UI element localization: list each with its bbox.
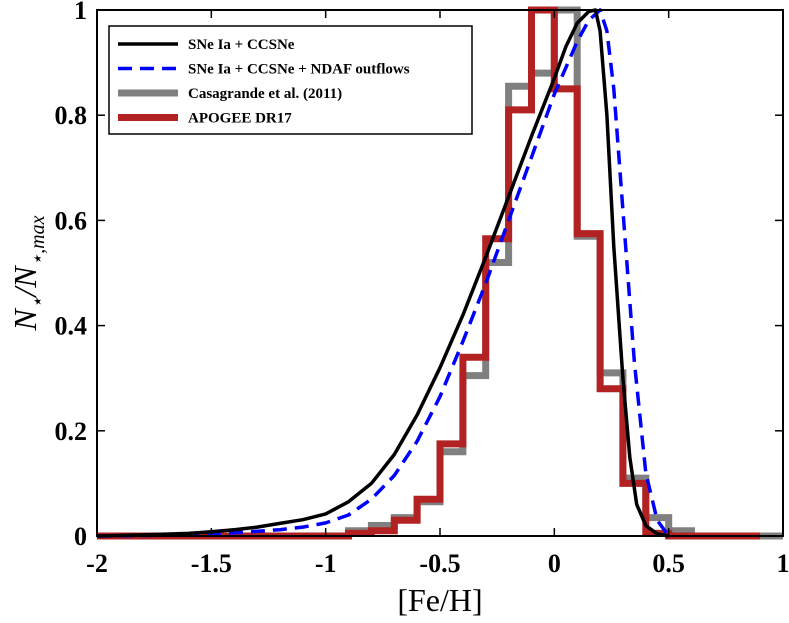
y-axis-label: N⋆/N⋆,max	[7, 215, 49, 331]
series-sne-ia-ccsne	[96, 8, 670, 538]
tick-layer: -2 -1.5 -1 -0.5 0 0.5 1 0 0.2 0.4 0.6 0.8 1	[55, 0, 789, 578]
x-tick-label: -2	[86, 549, 108, 578]
y-tick-label: 1	[74, 0, 87, 25]
legend-label-apogee-dr17: APOGEE DR17	[188, 111, 292, 127]
x-tick-label: -0.5	[419, 549, 460, 578]
y-label-n: N	[7, 307, 43, 331]
legend: SNe Ia + CCSNe SNe Ia + CCSNe + NDAF outf…	[108, 25, 473, 135]
legend-label-sne-ia-ccsne: SNe Ia + CCSNe	[188, 37, 295, 53]
legend-label-sne-ia-ccsne-ndaf-outflows: SNe Ia + CCSNe + NDAF outflows	[188, 62, 410, 78]
y-label-slash: /N	[7, 265, 43, 299]
x-tick-label: 0.5	[652, 549, 685, 578]
y-tick-label: 0.6	[55, 206, 88, 235]
x-tick-label: 0	[548, 549, 561, 578]
x-tick-label: -1.5	[191, 549, 232, 578]
series-layer	[96, 6, 783, 540]
series-apogee-dr17	[97, 6, 761, 540]
y-label-sub1: ⋆	[27, 297, 49, 310]
x-tick-label: 1	[777, 549, 789, 578]
y-label-sub2: ⋆,max	[27, 215, 49, 266]
y-tick-label: 0.4	[55, 312, 88, 341]
legend-label-casagrande-et-al-2011: Casagrande et al. (2011)	[188, 86, 342, 102]
x-tick-label: -1	[315, 549, 337, 578]
y-tick-label: 0.2	[55, 417, 88, 446]
y-tick-label: 0	[74, 522, 87, 551]
x-axis-label: [Fe/H]	[397, 582, 482, 618]
y-tick-label: 0.8	[55, 101, 88, 130]
